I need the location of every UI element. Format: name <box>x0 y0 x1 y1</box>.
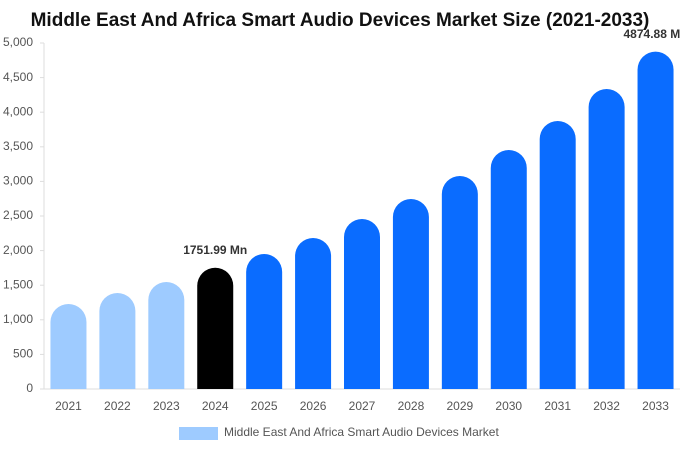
x-tick-label: 2024 <box>202 399 229 413</box>
value-label: 1751.99 Mn <box>183 243 247 257</box>
bar <box>637 51 674 390</box>
x-tick-label: 2033 <box>642 399 669 413</box>
x-tick-label: 2028 <box>398 399 425 413</box>
x-tick-label: 2027 <box>349 399 376 413</box>
bar <box>344 218 380 389</box>
bar <box>148 282 185 389</box>
y-tick-label: 3,500 <box>3 139 33 153</box>
y-tick-label: 4,500 <box>3 70 33 84</box>
bar <box>392 198 429 389</box>
x-tick-label: 2021 <box>55 399 82 413</box>
y-tick-label: 5,000 <box>3 35 33 49</box>
y-tick-label: 2,500 <box>3 208 33 222</box>
bar <box>441 176 478 389</box>
legend-swatch <box>179 427 218 440</box>
bar <box>99 293 136 389</box>
y-tick-label: 4,000 <box>3 104 33 118</box>
value-label: 4874.88 Mn <box>624 27 680 41</box>
y-tick-label: 0 <box>26 381 33 395</box>
x-tick-label: 2031 <box>544 399 571 413</box>
x-tick-label: 2025 <box>251 399 278 413</box>
x-tick-label: 2029 <box>446 399 473 413</box>
bar <box>197 267 234 389</box>
bar <box>50 304 87 389</box>
bar <box>295 238 332 389</box>
y-tick-label: 3,000 <box>3 174 33 188</box>
x-tick-label: 2030 <box>495 399 522 413</box>
x-tick-label: 2026 <box>300 399 327 413</box>
y-tick-label: 1,500 <box>3 277 33 291</box>
x-tick-label: 2023 <box>153 399 180 413</box>
y-tick-label: 1,000 <box>3 312 33 326</box>
y-tick-label: 2,000 <box>3 243 33 257</box>
bar <box>539 120 576 389</box>
x-tick-label: 2032 <box>593 399 620 413</box>
legend-label: Middle East And Africa Smart Audio Devic… <box>224 425 499 439</box>
bar <box>246 253 283 389</box>
bar <box>588 89 625 389</box>
bar <box>490 149 527 389</box>
x-tick-label: 2022 <box>104 399 131 413</box>
chart-title: Middle East And Africa Smart Audio Devic… <box>31 10 650 31</box>
y-tick-label: 500 <box>13 347 33 361</box>
